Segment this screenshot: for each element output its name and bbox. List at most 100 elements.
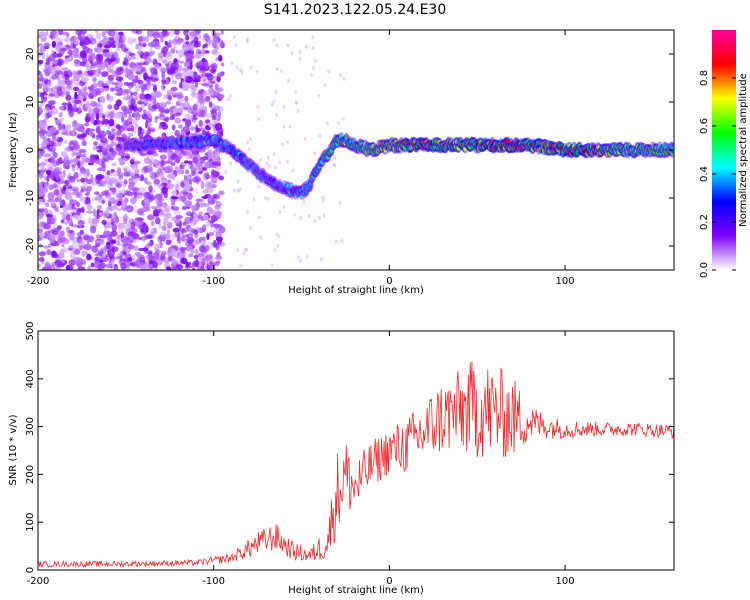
spectrogram-speckle: [180, 250, 187, 258]
spectrogram-speckle: [160, 225, 165, 231]
spectrogram-speckle: [217, 56, 223, 61]
spectrogram-speckle: [104, 60, 109, 69]
spectrogram-speckle: [122, 96, 127, 101]
spectrogram-speckle: [153, 77, 160, 81]
spectrogram-speckle: [84, 100, 91, 109]
spectrogram-speckle: [51, 86, 59, 93]
spectrogram-speckle: [216, 213, 224, 220]
spectrogram-speckle: [164, 108, 170, 114]
spectrogram-speckle: [84, 196, 91, 205]
spectrogram-speckle: [179, 60, 185, 64]
spectrogram-speckle: [39, 91, 45, 98]
spectrogram-speckle: [42, 37, 48, 42]
spectrogram-speckle: [95, 174, 104, 180]
spectrogram-speckle: [95, 90, 102, 96]
spectrogram-speckle: [100, 161, 106, 169]
spectrogram-speckle: [44, 230, 51, 237]
spectrogram-speckle: [214, 210, 222, 217]
spectrogram-speckle: [165, 64, 172, 71]
spectrogram-speckle: [86, 253, 92, 261]
spectrogram-speckle: [44, 158, 50, 163]
spectrogram-speckle: [104, 190, 109, 194]
spectrogram-speckle: [216, 72, 223, 78]
spectrogram-speckle: [182, 227, 190, 233]
spectrogram-speckle: [276, 244, 280, 249]
snr-ytick-label: 0: [25, 567, 36, 573]
spectrogram-speckle: [338, 73, 342, 78]
spectrogram-speckle: [50, 30, 57, 35]
spectrogram-speckle: [137, 128, 145, 135]
spectrogram-speckle: [51, 73, 58, 80]
spectrogram-speckle: [106, 93, 110, 101]
spectrogram-speckle: [131, 254, 136, 261]
spectrogram-speckle: [139, 174, 145, 182]
spectrogram-speckle: [90, 178, 98, 186]
spectrogram-speckle: [232, 35, 236, 40]
spectrogram-speckle: [86, 48, 93, 54]
spectrogram-speckle: [149, 263, 153, 268]
spectrogram-speckle: [228, 93, 232, 98]
spectrogram-speckle: [168, 39, 172, 45]
spectrogram-speckle: [206, 258, 211, 265]
spectrogram-speckle: [49, 156, 56, 164]
spectrogram-speckle: [134, 251, 141, 256]
spectrogram-speckle: [214, 204, 221, 210]
spectrogram-speckle: [161, 30, 168, 37]
spectrogram-speckle: [145, 250, 153, 255]
spectrogram-speckle: [47, 243, 52, 248]
spectrogram-ytick-label: 0: [25, 147, 36, 153]
spectrogram-speckle: [209, 90, 215, 96]
spectrogram-speckle: [211, 115, 217, 121]
spectrogram-speckle: [141, 212, 146, 217]
spectrogram-speckle: [295, 100, 299, 105]
spectrogram-speckle: [128, 178, 133, 183]
spectrogram-speckle: [169, 233, 175, 242]
spectrogram-speckle: [135, 217, 144, 222]
spectrogram-speckle: [68, 48, 73, 56]
spectrogram-speckle: [59, 204, 63, 209]
spectrogram-speckle: [130, 98, 136, 106]
spectrogram-speckle: [67, 230, 74, 234]
spectrogram-speckle: [146, 58, 153, 63]
spectrogram-speckle: [168, 182, 172, 187]
spectrogram-speckle: [107, 103, 113, 109]
spectrogram-speckle: [87, 265, 92, 270]
spectrogram-speckle: [180, 106, 187, 110]
spectrogram-speckle: [43, 181, 49, 189]
spectrogram-speckle: [303, 136, 307, 141]
spectrogram-speckle: [38, 72, 43, 76]
spectrogram-speckle: [282, 204, 286, 209]
spectrogram-speckle: [257, 215, 261, 220]
spectrogram-speckle: [62, 169, 66, 178]
spectrogram-speckle: [152, 40, 161, 47]
spectrogram-speckle: [54, 242, 60, 247]
spectrogram-speckle: [150, 220, 155, 227]
spectrogram-speckle: [171, 206, 180, 211]
spectrogram-speckle: [103, 44, 112, 49]
spectrogram-speckle: [56, 76, 61, 81]
spectrogram-speckle: [185, 52, 194, 60]
spectrogram-speckle: [172, 108, 177, 113]
spectrogram-speckle: [72, 214, 79, 219]
spectrogram-speckle: [118, 150, 125, 157]
snr-xtick-label: -200: [27, 576, 50, 587]
spectrogram-speckle: [128, 51, 133, 56]
spectrogram-speckle: [128, 121, 133, 125]
spectrogram-speckle: [302, 199, 306, 204]
spectrogram-speckle: [201, 236, 206, 241]
spectrogram-speckle: [65, 160, 71, 167]
spectrogram-speckle: [194, 248, 199, 254]
spectrogram-speckle: [109, 111, 114, 118]
spectrogram-speckle: [79, 229, 84, 235]
spectrogram-speckle: [38, 257, 45, 263]
spectrogram-speckle: [95, 234, 101, 239]
spectrogram-speckle: [107, 249, 111, 255]
spectrogram-speckle: [38, 70, 42, 74]
spectrogram-speckle: [133, 160, 141, 165]
spectrogram-speckle: [54, 117, 58, 121]
spectrogram-speckle: [201, 57, 206, 63]
spectrogram-speckle: [180, 170, 185, 175]
spectrogram-speckle: [38, 130, 47, 134]
spectrogram-speckle: [64, 155, 69, 162]
spectrogram-speckle: [118, 31, 124, 36]
